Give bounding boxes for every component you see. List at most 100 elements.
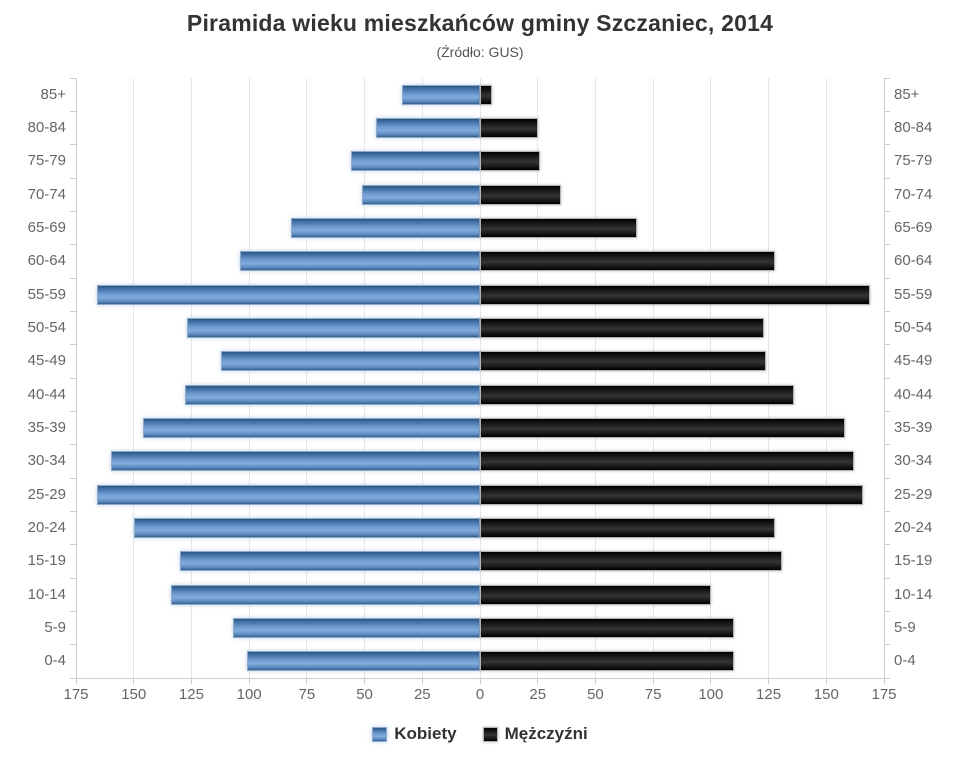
- bar-mezczyzni[interactable]: [480, 451, 854, 472]
- bar-kobiety[interactable]: [96, 484, 480, 505]
- legend-item-kobiety[interactable]: Kobiety: [372, 724, 457, 744]
- bar-mezczyzni[interactable]: [480, 551, 783, 572]
- bar-kobiety[interactable]: [142, 418, 480, 438]
- age-label-left: 35-39: [27, 419, 66, 436]
- x-tick-label: 25: [529, 686, 547, 703]
- bar-mezczyzni[interactable]: [480, 318, 764, 338]
- bar-mezczyzni[interactable]: [480, 284, 871, 305]
- bar-kobiety[interactable]: [401, 84, 480, 105]
- y-axis-tick-right: [884, 477, 890, 479]
- x-axis-tick: [306, 678, 308, 684]
- y-axis-tick-right: [884, 77, 890, 79]
- bar-kobiety[interactable]: [184, 384, 480, 405]
- age-label-right: 20-24: [894, 519, 933, 536]
- gridline: [652, 78, 654, 678]
- age-label-left: 0-4: [44, 652, 66, 670]
- y-axis-tick-left: [70, 644, 76, 646]
- age-label-left: 20-24: [27, 519, 66, 536]
- y-axis-tick-left: [70, 177, 76, 179]
- x-tick-label: 25: [413, 686, 431, 703]
- y-axis-tick-right: [884, 677, 890, 679]
- x-tick-label: 150: [121, 686, 147, 703]
- bar-kobiety[interactable]: [133, 518, 480, 538]
- y-axis-tick-right: [884, 277, 890, 279]
- age-label-right: 40-44: [894, 385, 933, 403]
- bar-mezczyzni[interactable]: [480, 518, 776, 538]
- y-axis-tick-right: [884, 644, 890, 646]
- y-axis-tick-right: [884, 144, 890, 146]
- age-label-right: 25-29: [894, 485, 933, 503]
- y-axis-tick-right: [884, 110, 890, 112]
- age-label-right: 80-84: [894, 119, 933, 136]
- gridline: [306, 78, 308, 678]
- x-tick-label: 150: [813, 686, 839, 703]
- y-axis-tick-right: [884, 377, 890, 379]
- legend-item-mezczyzni[interactable]: Mężczyźni: [482, 724, 588, 744]
- y-axis-tick-right: [884, 177, 890, 179]
- bar-kobiety[interactable]: [376, 118, 480, 138]
- y-axis-tick-left: [70, 610, 76, 612]
- y-axis-tick-left: [70, 544, 76, 546]
- bar-mezczyzni[interactable]: [480, 618, 734, 638]
- age-label-right: 30-34: [894, 452, 933, 470]
- bar-kobiety[interactable]: [186, 318, 480, 338]
- age-label-right: 70-74: [894, 185, 933, 203]
- gridline: [710, 78, 712, 678]
- bar-mezczyzni[interactable]: [480, 184, 561, 205]
- bar-mezczyzni[interactable]: [480, 218, 637, 238]
- x-axis-tick: [479, 678, 481, 684]
- chart-title: Piramida wieku mieszkańców gminy Szczani…: [186, 10, 774, 36]
- age-label-right: 60-64: [894, 252, 933, 270]
- x-tick-label: 175: [63, 686, 89, 703]
- bar-mezczyzni[interactable]: [480, 351, 767, 372]
- bar-kobiety[interactable]: [239, 251, 480, 272]
- bar-kobiety[interactable]: [232, 618, 480, 638]
- x-tick-label: 0: [475, 686, 485, 703]
- y-axis-tick-left: [70, 110, 76, 112]
- x-tick-label: 75: [298, 686, 316, 703]
- age-label-right: 10-14: [894, 585, 933, 603]
- age-label-left: 80-84: [27, 119, 66, 136]
- age-label-right: 5-9: [894, 619, 916, 636]
- y-axis-tick-left: [70, 577, 76, 579]
- kobiety-swatch-icon: [372, 726, 388, 742]
- age-label-right: 45-49: [894, 352, 933, 370]
- bar-kobiety[interactable]: [110, 451, 480, 472]
- bar-kobiety[interactable]: [350, 151, 480, 172]
- bar-kobiety[interactable]: [362, 184, 480, 205]
- age-label-right: 85+: [894, 85, 920, 103]
- gridline: [768, 78, 770, 678]
- bar-mezczyzni[interactable]: [480, 251, 776, 272]
- bar-mezczyzni[interactable]: [480, 651, 734, 672]
- age-label-left: 70-74: [27, 185, 66, 203]
- bar-kobiety[interactable]: [96, 284, 480, 305]
- y-axis-tick-right: [884, 410, 890, 412]
- age-label-left: 55-59: [27, 285, 66, 303]
- bar-kobiety[interactable]: [170, 584, 480, 605]
- y-axis-tick-left: [70, 144, 76, 146]
- x-axis-tick: [883, 678, 885, 684]
- bar-kobiety[interactable]: [221, 351, 480, 372]
- bar-mezczyzni[interactable]: [480, 151, 541, 172]
- bar-kobiety[interactable]: [179, 551, 480, 572]
- bar-mezczyzni[interactable]: [480, 118, 538, 138]
- age-label-left: 45-49: [27, 352, 66, 370]
- bar-mezczyzni[interactable]: [480, 584, 711, 605]
- y-axis-tick-right: [884, 310, 890, 312]
- x-axis-tick: [652, 678, 654, 684]
- gridline: [133, 78, 135, 678]
- bar-mezczyzni[interactable]: [480, 384, 794, 405]
- y-axis-tick-left: [70, 410, 76, 412]
- x-tick-label: 100: [236, 686, 262, 703]
- bar-mezczyzni[interactable]: [480, 418, 845, 438]
- x-axis-tick: [825, 678, 827, 684]
- age-label-right: 50-54: [894, 319, 933, 336]
- x-axis-tick: [133, 678, 135, 684]
- x-axis-tick: [190, 678, 192, 684]
- x-axis-tick: [248, 678, 250, 684]
- bar-kobiety[interactable]: [246, 651, 480, 672]
- bar-mezczyzni[interactable]: [480, 84, 492, 105]
- bar-kobiety[interactable]: [290, 218, 480, 238]
- bar-mezczyzni[interactable]: [480, 484, 864, 505]
